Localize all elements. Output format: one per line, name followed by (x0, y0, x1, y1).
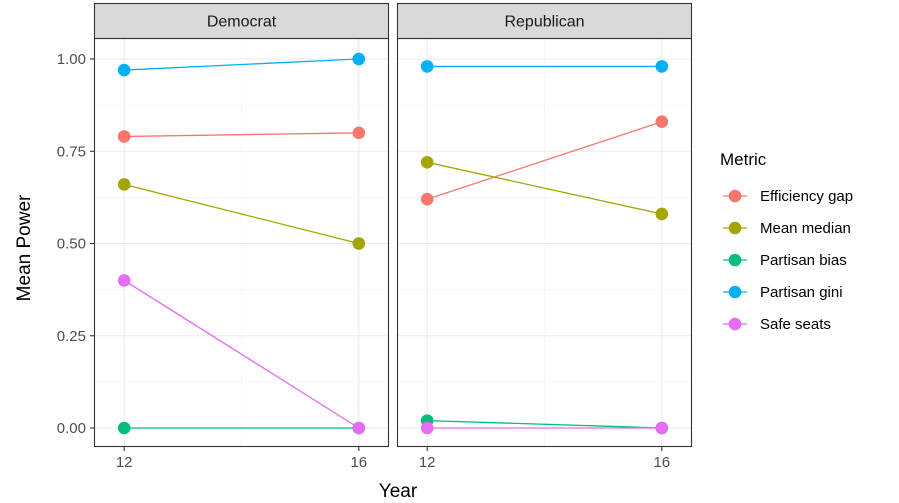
series-line-partisan-bias (427, 419, 662, 429)
data-point-mean-median (117, 178, 131, 191)
data-point-mean-median (352, 237, 366, 250)
facet-strip-label: Democrat (207, 14, 277, 31)
series-line-mean-median (427, 161, 662, 215)
series-line-partisan-gini (124, 58, 359, 71)
series-line-efficiency-gap (124, 132, 359, 138)
facet-strip (396, 2, 693, 40)
data-point-partisan-bias (117, 421, 131, 435)
x-tick-label: 12 (419, 454, 436, 471)
data-point-efficiency-gap (655, 115, 669, 129)
facet-strip (93, 2, 390, 40)
data-point-mean-median (420, 156, 434, 169)
legend-title: Metric (720, 150, 767, 169)
legend-item-partisan-bias: Partisan bias (723, 252, 847, 269)
data-point-partisan-gini (117, 63, 131, 77)
legend-label: Efficiency gap (760, 188, 853, 205)
x-tick-label: 16 (653, 454, 670, 471)
data-point-partisan-gini (420, 60, 434, 73)
legend-key-point (728, 253, 742, 267)
data-point-mean-median (655, 207, 669, 221)
legend-label: Safe seats (760, 316, 831, 333)
panel-democrat: Democrat (93, 2, 390, 448)
data-point-partisan-gini (655, 60, 669, 73)
legend-key-point (728, 285, 742, 299)
y-tick-label: 0.00 (57, 420, 86, 437)
legend-label: Partisan gini (760, 284, 843, 301)
x-tick-label: 16 (350, 454, 367, 471)
data-point-safe-seats (117, 274, 131, 287)
x-axis-ticks: 12 16 12 16 (116, 447, 670, 471)
y-axis-ticks: 0.00 0.25 0.50 0.75 1.00 (57, 51, 94, 437)
y-tick-label: 1.00 (57, 51, 86, 68)
legend-key-point (728, 221, 742, 235)
series-line-efficiency-gap (426, 121, 663, 200)
data-point-efficiency-gap (352, 126, 366, 140)
data-point-safe-seats (352, 421, 366, 435)
data-point-efficiency-gap (117, 130, 131, 143)
legend-key-point (728, 317, 742, 331)
legend-item-efficiency-gap: Efficiency gap (723, 188, 853, 205)
y-axis-title: Mean Power (14, 194, 35, 301)
data-point-efficiency-gap (420, 192, 434, 206)
legend-key-point (728, 189, 742, 203)
y-tick-label: 0.50 (57, 236, 86, 253)
legend-label: Mean median (760, 220, 851, 237)
legend-item-safe-seats: Safe seats (723, 316, 831, 333)
panel-republican: Republican (396, 2, 693, 448)
data-point-partisan-gini (352, 52, 366, 66)
series-line-safe-seats (123, 279, 360, 429)
y-tick-label: 0.25 (57, 328, 86, 345)
panels: Democrat Republican (93, 2, 693, 448)
legend-item-mean-median: Mean median (723, 220, 851, 237)
data-point-safe-seats (420, 421, 434, 435)
legend: Metric Efficiency gap Mean median Partisan… (720, 150, 853, 333)
series-line-mean-median (124, 183, 359, 245)
data-point-safe-seats (655, 421, 669, 435)
facet-strip-label: Republican (504, 14, 584, 31)
x-axis-title: Year (379, 481, 418, 502)
legend-label: Partisan bias (760, 252, 847, 269)
y-tick-label: 0.75 (57, 143, 86, 160)
x-tick-label: 12 (116, 454, 133, 471)
legend-item-partisan-gini: Partisan gini (723, 284, 843, 301)
